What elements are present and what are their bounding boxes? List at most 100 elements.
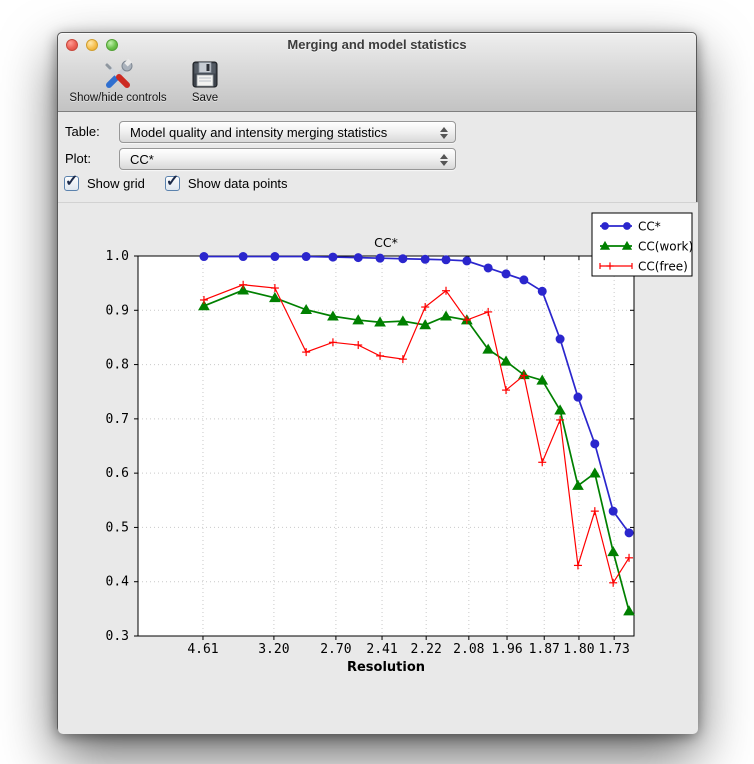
- x-tick-label: 2.22: [411, 642, 442, 657]
- x-tick-label: 1.96: [491, 642, 522, 657]
- check-icon: ✓: [65, 173, 79, 190]
- save-button[interactable]: Save: [182, 58, 228, 104]
- data-point-circle: [238, 252, 248, 262]
- zoom-button[interactable]: [106, 39, 118, 51]
- data-point-circle: [375, 253, 385, 263]
- app-window: Merging and model statistics Show/hide c…: [57, 32, 698, 734]
- data-point-circle: [483, 263, 493, 273]
- y-tick-label: 0.4: [106, 575, 130, 590]
- plot-label: Plot:: [65, 151, 92, 166]
- window-chrome: Merging and model statistics Show/hide c…: [58, 33, 696, 112]
- data-point-triangle: [237, 284, 250, 295]
- axes-border: [137, 255, 635, 637]
- data-point-circle: [328, 252, 338, 262]
- table-select-value: Model quality and intensity merging stat…: [130, 125, 388, 140]
- show-data-points-checkbox[interactable]: ✓: [164, 173, 180, 191]
- check-icon: ✓: [165, 173, 180, 190]
- legend-label: CC(work): [638, 240, 693, 254]
- chart-title: CC*: [374, 235, 398, 250]
- data-point-circle: [573, 392, 583, 402]
- data-point-circle: [501, 269, 511, 279]
- data-point-triangle: [396, 315, 409, 326]
- x-axis-label: Resolution: [347, 660, 425, 675]
- data-point-triangle: [536, 374, 549, 385]
- data-point-circle: [199, 252, 209, 262]
- data-point-triangle: [440, 310, 452, 321]
- save-label: Save: [191, 92, 219, 104]
- data-point-circle: [623, 222, 631, 230]
- data-point-circle: [608, 506, 618, 516]
- data-point-triangle: [269, 292, 281, 303]
- data-point-triangle: [198, 300, 210, 311]
- close-button[interactable]: [66, 39, 78, 51]
- data-point-circle: [420, 254, 430, 264]
- popup-arrows-icon: [439, 126, 448, 140]
- data-point-triangle: [607, 546, 620, 557]
- x-tick-label: 1.73: [599, 642, 630, 657]
- data-point-triangle: [419, 319, 432, 330]
- data-point-circle: [590, 439, 600, 449]
- plot-select[interactable]: CC*: [119, 148, 456, 170]
- y-tick-label: 0.8: [106, 358, 129, 373]
- window-title: Merging and model statistics: [287, 37, 467, 52]
- data-point-circle: [555, 334, 565, 344]
- data-point-triangle: [500, 355, 512, 366]
- x-tick-label: 1.87: [529, 642, 560, 657]
- tools-icon: [105, 58, 133, 88]
- table-label: Table:: [65, 124, 100, 139]
- axes-background: [138, 256, 634, 636]
- y-tick-label: 1.0: [106, 249, 129, 264]
- show-data-points-label: Show data points: [187, 176, 288, 191]
- show-grid-checkbox[interactable]: ✓: [64, 173, 79, 191]
- x-tick-label: 1.80: [563, 642, 594, 657]
- data-point-triangle: [623, 605, 635, 616]
- y-tick-label: 0.5: [106, 520, 129, 535]
- title-bar[interactable]: Merging and model statistics: [58, 33, 696, 56]
- data-point-circle: [301, 252, 311, 262]
- data-point-triangle: [374, 316, 386, 327]
- checkbox-row: ✓ Show grid ✓ Show data points: [64, 173, 300, 191]
- y-tick-label: 0.9: [106, 303, 129, 318]
- x-tick-label: 2.41: [366, 642, 397, 657]
- series-line-plus: [203, 284, 630, 585]
- show-hide-controls-label: Show/hide controls: [69, 92, 167, 104]
- y-tick-label: 0.7: [106, 412, 129, 427]
- plot-figure: 4.61 3.20 2.70 2.41 2.22 2.08 1.96 1.87 1.80 1.73…: [58, 202, 698, 734]
- data-point-triangle: [482, 343, 495, 354]
- popup-arrows-icon: [439, 153, 448, 167]
- data-point-circle: [398, 254, 408, 264]
- chart-canvas: 4.61 3.20 2.70 2.41 2.22 2.08 1.96 1.87 1.80 1.73…: [106, 212, 693, 675]
- data-point-circle: [441, 255, 451, 265]
- data-point-circle: [537, 286, 547, 296]
- y-tick-label: 0.3: [106, 629, 129, 644]
- save-icon: [192, 61, 218, 88]
- data-point-circle: [601, 222, 609, 230]
- data-point-triangle: [588, 467, 601, 478]
- data-point-circle: [353, 253, 363, 263]
- x-tick-label: 4.61: [187, 642, 218, 657]
- data-point-circle: [270, 252, 280, 262]
- legend-label: CC*: [638, 220, 661, 234]
- controls-panel: Table: Model quality and intensity mergi…: [58, 112, 696, 202]
- table-select[interactable]: Model quality and intensity merging stat…: [119, 121, 456, 143]
- data-point-triangle: [327, 310, 339, 321]
- data-point-circle: [462, 256, 472, 266]
- data-point-triangle: [621, 240, 633, 250]
- data-point-circle: [624, 528, 634, 538]
- data-point-triangle: [554, 404, 566, 415]
- series-line-triangle: [203, 289, 630, 612]
- x-tick-label: 2.70: [320, 642, 351, 657]
- x-tick-label: 3.20: [258, 642, 289, 657]
- x-tick-label: 2.08: [453, 642, 484, 657]
- show-grid-label: Show grid: [87, 176, 145, 191]
- data-point-triangle: [300, 303, 313, 315]
- data-point-triangle: [352, 314, 365, 325]
- data-point-triangle: [599, 240, 611, 250]
- minimize-button[interactable]: [86, 39, 98, 51]
- toolbar: Show/hide controls Save: [58, 56, 696, 111]
- show-hide-controls-button[interactable]: Show/hide controls: [60, 58, 176, 104]
- plot-select-value: CC*: [130, 152, 154, 167]
- y-tick-label: 0.6: [106, 466, 129, 481]
- data-point-triangle: [572, 479, 584, 490]
